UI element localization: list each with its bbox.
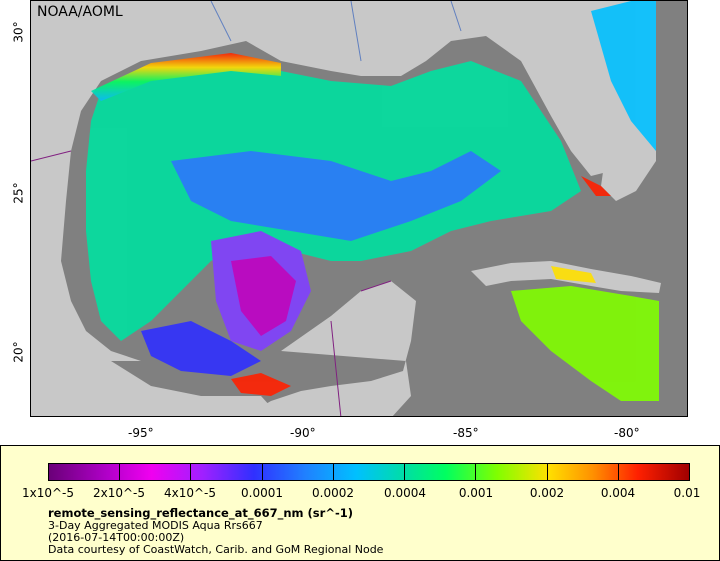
colorbar-tick bbox=[546, 463, 548, 481]
scale-label-3: 4x10^-5 bbox=[163, 486, 217, 500]
watermark-label: NOAA/AOML bbox=[37, 4, 123, 20]
us-gulf-coast-land bbox=[31, 1, 687, 361]
mexico-land bbox=[31, 361, 280, 416]
map-frame[interactable]: NOAA/AOML bbox=[30, 0, 688, 417]
colorbar-tick bbox=[404, 463, 406, 481]
legend-line-1: 3-Day Aggregated MODIS Aqua Rrs667 bbox=[48, 519, 263, 532]
scale-label-10: 0.01 bbox=[673, 486, 701, 500]
colorbar-tick bbox=[475, 463, 477, 481]
x-tick-80: -80° bbox=[614, 426, 640, 440]
y-tick-30: 30° bbox=[11, 21, 26, 43]
colorbar-tick bbox=[261, 463, 263, 481]
scale-label-7: 0.001 bbox=[458, 486, 494, 500]
y-tick-25: 25° bbox=[11, 182, 26, 204]
legend-title: remote_sensing_reflectance_at_667_nm (sr… bbox=[48, 506, 353, 520]
scale-label-9: 0.004 bbox=[600, 486, 636, 500]
scale-label-4: 0.0001 bbox=[241, 486, 283, 500]
y-tick-20: 20° bbox=[11, 341, 26, 363]
legend-line-3: Data courtesy of CoastWatch, Carib. and … bbox=[48, 543, 384, 556]
boundary-lines bbox=[31, 1, 462, 416]
x-tick-95: -95° bbox=[128, 426, 154, 440]
x-tick-85: -85° bbox=[453, 426, 479, 440]
colorbar-tick bbox=[689, 463, 690, 481]
colorbar-tick bbox=[119, 463, 121, 481]
scale-label-1: 1x10^-5 bbox=[21, 486, 75, 500]
data-patches bbox=[86, 1, 659, 401]
legend-line-2: (2016-07-14T00:00:00Z) bbox=[48, 531, 185, 544]
colorbar-tick bbox=[48, 463, 49, 481]
yucatan-land bbox=[244, 281, 416, 416]
legend-panel: 1x10^-5 2x10^-5 4x10^-5 0.0001 0.0002 0.… bbox=[0, 445, 720, 561]
scale-label-2: 2x10^-5 bbox=[92, 486, 146, 500]
colorbar-tick bbox=[617, 463, 619, 481]
scale-label-6: 0.0004 bbox=[384, 486, 426, 500]
colorbar-tick bbox=[190, 463, 192, 481]
scale-label-5: 0.0002 bbox=[312, 486, 354, 500]
x-tick-90: -90° bbox=[290, 426, 316, 440]
scale-label-8: 0.002 bbox=[529, 486, 565, 500]
colorbar bbox=[48, 463, 690, 481]
reflectance-map bbox=[31, 1, 687, 416]
colorbar-tick bbox=[332, 463, 334, 481]
